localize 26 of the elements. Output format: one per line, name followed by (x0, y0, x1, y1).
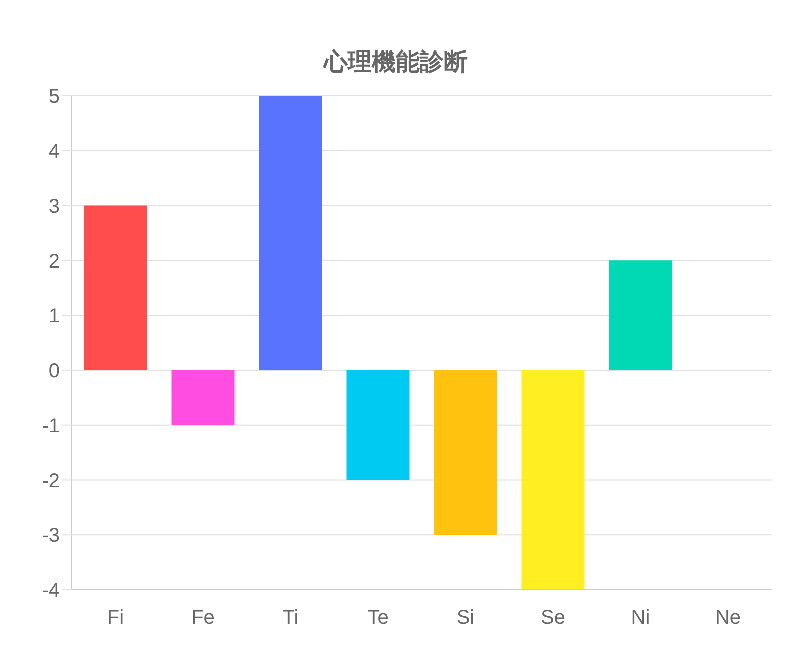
x-tick-label: Fi (107, 607, 124, 630)
chart-title: 心理機能診断 (322, 47, 469, 78)
y-tick-label: 0 (48, 360, 60, 383)
x-tick-label: Ni (631, 607, 650, 630)
bar (84, 206, 148, 370)
x-tick-label: Te (368, 607, 389, 630)
y-tick-label: 3 (48, 196, 60, 218)
y-tick-label: 2 (48, 250, 60, 273)
y-tick-label: 1 (48, 306, 60, 328)
bar (346, 370, 410, 480)
bar (522, 370, 585, 590)
y-tick-label: -3 (42, 525, 60, 548)
y-tick-label: 4 (48, 140, 60, 163)
y-tick-label: 5 (48, 86, 60, 108)
y-tick-label: -1 (42, 415, 60, 438)
x-tick-label: Si (456, 607, 475, 630)
bar (434, 370, 498, 536)
bar (609, 260, 672, 370)
x-tick-label: Fe (192, 607, 215, 630)
x-tick-label: Se (541, 607, 566, 630)
y-tick-label: -2 (42, 470, 60, 492)
bar (259, 96, 322, 370)
y-tick-label: -4 (42, 580, 60, 602)
bar (172, 370, 235, 426)
x-tick-label: Ti (282, 607, 299, 630)
x-tick-label: Ne (715, 607, 742, 630)
